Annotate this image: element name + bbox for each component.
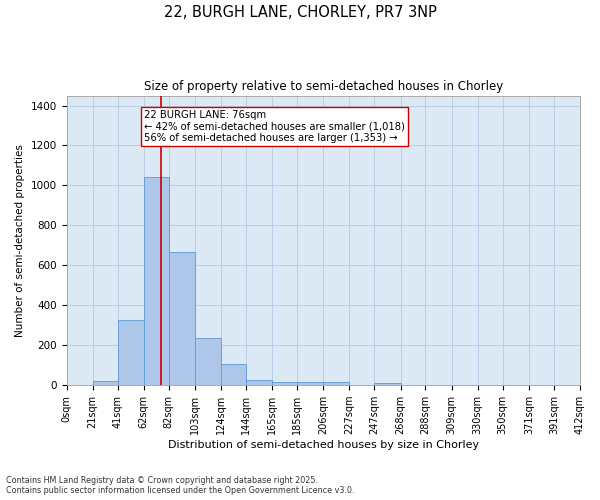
Bar <box>195 338 221 385</box>
Bar <box>118 320 144 385</box>
X-axis label: Distribution of semi-detached houses by size in Chorley: Distribution of semi-detached houses by … <box>168 440 479 450</box>
Text: 22 BURGH LANE: 76sqm
← 42% of semi-detached houses are smaller (1,018)
56% of se: 22 BURGH LANE: 76sqm ← 42% of semi-detac… <box>144 110 404 142</box>
Y-axis label: Number of semi-detached properties: Number of semi-detached properties <box>15 144 25 337</box>
Text: Contains HM Land Registry data © Crown copyright and database right 2025.
Contai: Contains HM Land Registry data © Crown c… <box>6 476 355 495</box>
Bar <box>272 382 297 385</box>
Bar <box>374 383 401 385</box>
Bar <box>297 382 323 385</box>
Bar <box>169 252 195 385</box>
Bar <box>323 382 349 385</box>
Bar <box>144 178 169 385</box>
Text: 22, BURGH LANE, CHORLEY, PR7 3NP: 22, BURGH LANE, CHORLEY, PR7 3NP <box>164 5 436 20</box>
Bar <box>246 380 272 385</box>
Bar <box>221 364 246 385</box>
Bar <box>92 381 118 385</box>
Title: Size of property relative to semi-detached houses in Chorley: Size of property relative to semi-detach… <box>143 80 503 93</box>
